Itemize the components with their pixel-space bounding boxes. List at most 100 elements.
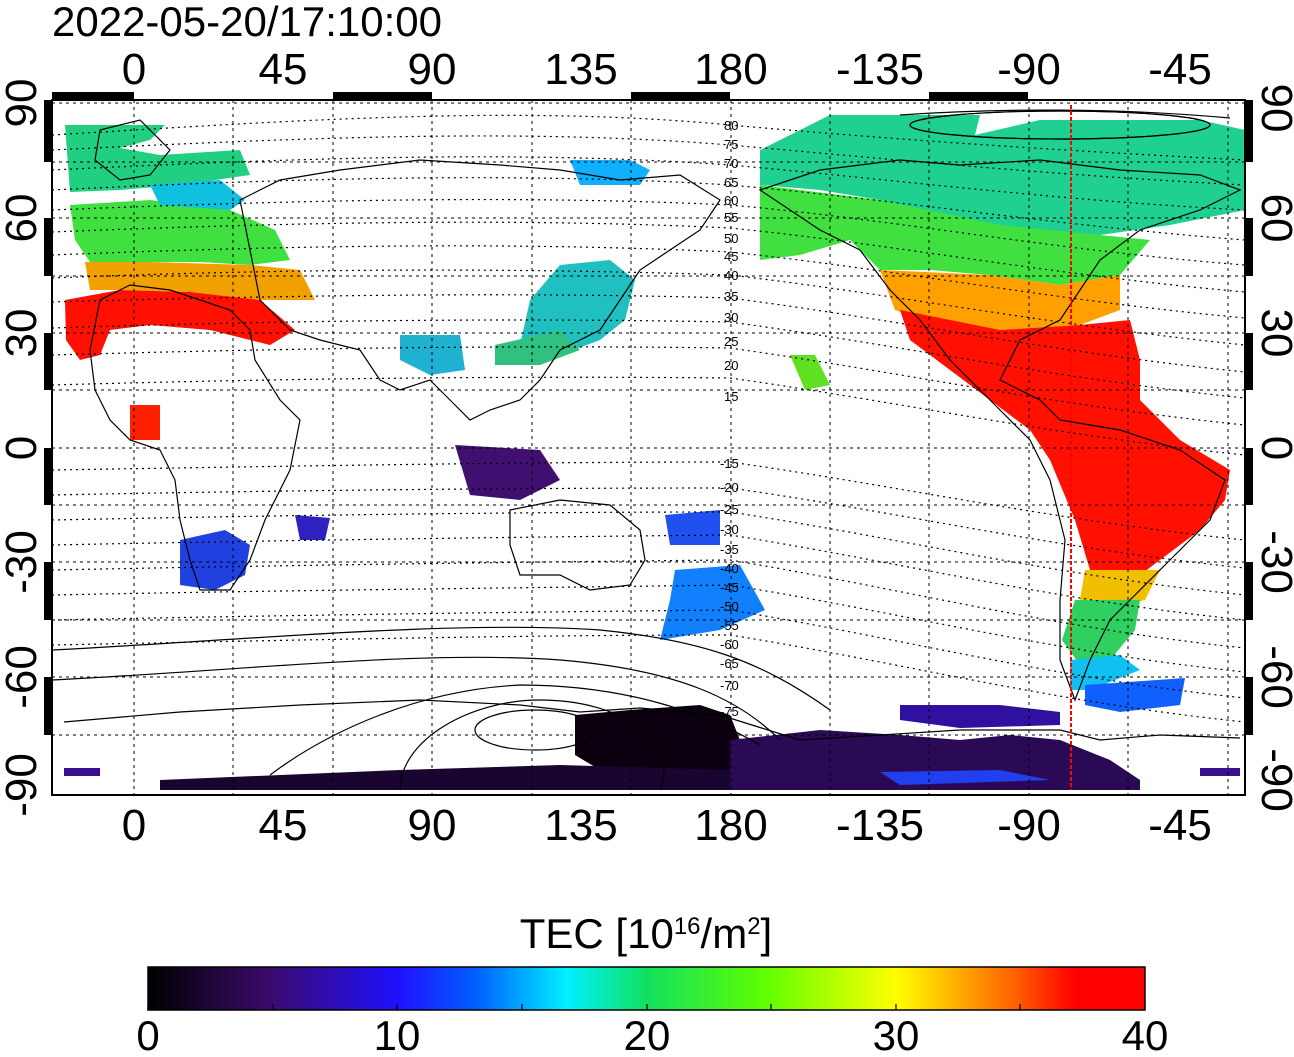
tec-patch-south-africa (180, 530, 250, 590)
left-lat-tick: -60 (0, 645, 46, 709)
tec-patch-south-pacific-1 (665, 510, 720, 545)
contour-label: -55 (720, 618, 739, 633)
colorbar (147, 966, 1146, 1011)
tec-patch-south-america-south (1062, 600, 1140, 665)
contour-labels: 80 75 70 65 60 55 50 45 40 35 30 25 20 1… (720, 118, 739, 719)
contour-label: -45 (720, 580, 739, 595)
right-lat-tick: -30 (1252, 530, 1294, 594)
timestamp-title: 2022-05-20/17:10:00 (52, 0, 442, 45)
contour-label: -65 (720, 656, 739, 671)
tec-data-layer (64, 115, 1245, 790)
contour-label: -75 (720, 704, 739, 719)
contour-label: -70 (720, 678, 739, 693)
right-lat-tick: 30 (1252, 309, 1294, 358)
bottom-lon-tick: 180 (694, 801, 767, 850)
left-lat-tick: 60 (0, 194, 46, 243)
tec-patch-se-asia (455, 445, 560, 500)
right-lat-tick: 60 (1252, 194, 1294, 243)
colorbar-tick-label: 40 (1122, 1012, 1169, 1057)
contour-label: -60 (720, 637, 739, 652)
contour-label: -30 (720, 522, 739, 537)
top-lon-tick: -135 (836, 45, 924, 94)
tec-patch-europe-south (65, 290, 295, 360)
top-lon-tick: 135 (544, 45, 617, 94)
contour-label: 80 (724, 118, 738, 133)
contour-label: 70 (724, 156, 738, 171)
right-lat-tick: -60 (1252, 645, 1294, 709)
left-lat-tick: 0 (0, 436, 46, 460)
colorbar-tick-labels: 0 10 20 30 40 (136, 1012, 1168, 1057)
contour-label: 50 (724, 231, 738, 246)
top-lon-axis: 0 45 90 135 180 -135 -90 -45 (122, 45, 1212, 94)
contour-label: 60 (724, 193, 738, 208)
tec-patch-antarctic-4 (900, 705, 1060, 728)
contour-label: -40 (720, 561, 739, 576)
contour-label: 35 (724, 289, 738, 304)
top-lon-tick: 45 (259, 45, 308, 94)
left-lat-tick: -30 (0, 530, 46, 594)
bottom-lon-tick: -90 (997, 801, 1061, 850)
magnetic-contours (52, 114, 1245, 723)
frame-bars (44, 92, 1253, 735)
bottom-lon-tick: 0 (122, 801, 146, 850)
right-lat-tick: -90 (1252, 748, 1294, 812)
contour-label: 45 (724, 249, 738, 264)
contour-label: -20 (720, 480, 739, 495)
tec-patch-drake (1085, 678, 1185, 712)
tec-patch-antarctic-5 (880, 770, 1050, 785)
top-lon-tick: -90 (997, 45, 1061, 94)
top-lon-tick: 0 (122, 45, 146, 94)
left-lat-tick: 90 (0, 79, 46, 128)
top-lon-tick: -45 (1148, 45, 1212, 94)
contour-label: 75 (724, 137, 738, 152)
tec-patch-antarctic-6 (64, 768, 100, 776)
colorbar-tick-label: 0 (136, 1012, 159, 1057)
polar-contours (52, 109, 1231, 791)
contour-label: 25 (724, 334, 738, 349)
bottom-lon-tick: 135 (544, 801, 617, 850)
tec-patch-scandinavia (150, 180, 245, 210)
graticule (52, 100, 1245, 795)
bottom-lon-axis: 0 45 90 135 180 -135 -90 -45 (122, 801, 1212, 850)
colorbar-tick-label: 20 (624, 1012, 671, 1057)
tec-patch-antarctic-2 (730, 730, 1140, 790)
contour-label: 55 (724, 210, 738, 225)
contour-label: 30 (724, 310, 738, 325)
contour-label: 20 (724, 358, 738, 373)
bottom-lon-tick: 45 (259, 801, 308, 850)
colorbar-label: TEC [1016/m2] (520, 910, 772, 957)
right-lat-tick: 0 (1252, 436, 1294, 460)
tec-patch-gulf (900, 310, 1230, 575)
tec-patch-west-africa (130, 405, 160, 440)
tec-patch-usa (880, 270, 1120, 330)
tec-patch-south-pacific-2 (660, 565, 765, 640)
colorbar-tick-label: 30 (873, 1012, 920, 1057)
left-lat-axis: 90 60 30 0 -30 -60 -90 (0, 79, 46, 817)
contour-label: -35 (720, 542, 739, 557)
contour-label: 40 (724, 268, 738, 283)
tec-patch-canada (760, 185, 1150, 285)
colorbar-tick-label: 10 (374, 1012, 421, 1057)
right-lat-axis: 90 60 30 0 -30 -60 -90 (1252, 84, 1294, 812)
contour-label: -15 (720, 456, 739, 471)
bottom-lon-tick: 90 (408, 801, 457, 850)
colorbar-ticks (147, 1004, 1146, 1010)
tec-patch-china (495, 330, 580, 365)
left-lat-tick: 30 (0, 309, 46, 358)
contour-label: 15 (724, 389, 738, 404)
contour-label: -50 (720, 599, 739, 614)
right-lat-tick: 90 (1252, 84, 1294, 133)
top-lon-tick: 90 (408, 45, 457, 94)
tec-patch-europe-north (70, 200, 290, 265)
tec-patch-japan (520, 260, 635, 355)
tec-patch-antarctic-3 (160, 765, 730, 790)
bottom-lon-tick: -45 (1148, 801, 1212, 850)
tec-patch-antarctic-7 (1200, 768, 1240, 776)
left-lat-tick: -90 (0, 753, 46, 817)
contour-label: -25 (720, 502, 739, 517)
tec-patch-patagonia (1070, 655, 1140, 690)
tec-patch-arctic-east (760, 115, 1245, 235)
contour-label: 65 (724, 175, 738, 190)
tec-patch-antarctic-1 (575, 705, 760, 775)
